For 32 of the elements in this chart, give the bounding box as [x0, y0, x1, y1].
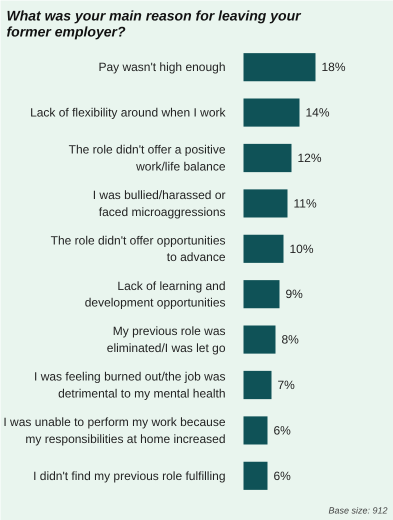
bar: [244, 326, 276, 354]
bar: [244, 98, 300, 127]
y-tick-label: I was bullied/harassed or faced microaggressions: [92, 188, 226, 219]
y-tick-label: I didn't find my previous role fulfilling: [33, 468, 226, 483]
data-label: 9%: [286, 287, 304, 302]
bar: [244, 370, 272, 400]
bar: [244, 189, 288, 218]
y-tick-label: I was unable to perform my work because my responsibilities at home increased: [3, 415, 226, 446]
data-label: 12%: [298, 151, 322, 165]
y-tick-label: Lack of learning and development opportunities: [84, 278, 226, 310]
y-tick-label: The role didn't offer a positive work/life balance: [68, 142, 226, 174]
bar: [244, 462, 268, 490]
data-label: 8%: [282, 332, 300, 347]
text: Base size: 912: [328, 506, 388, 516]
data-label: 14%: [306, 106, 330, 120]
bar: [244, 416, 268, 444]
chart-title: What was your main reason for leaving your former employer?: [6, 8, 302, 40]
bar: [244, 53, 316, 82]
data-label: 6%: [274, 423, 292, 438]
data-label: 6%: [274, 468, 292, 483]
y-tick-label: Lack of flexibility around when I work: [30, 106, 226, 120]
bar: [244, 234, 284, 263]
data-label: 10%: [290, 242, 314, 256]
bar: [244, 144, 292, 172]
bar: [244, 280, 280, 308]
y-tick-label: I was feeling burned out/the job was detrimental to my mental health: [34, 370, 226, 400]
data-label: 18%: [322, 60, 346, 74]
data-label: 7%: [278, 378, 296, 392]
y-tick-label: Pay wasn't high enough: [98, 60, 226, 74]
y-tick-label: My previous role was eliminated/I was let go: [106, 324, 226, 355]
y-tick-label: The role didn't offer opportunities to advance: [50, 233, 226, 264]
data-label: 11%: [294, 196, 317, 210]
